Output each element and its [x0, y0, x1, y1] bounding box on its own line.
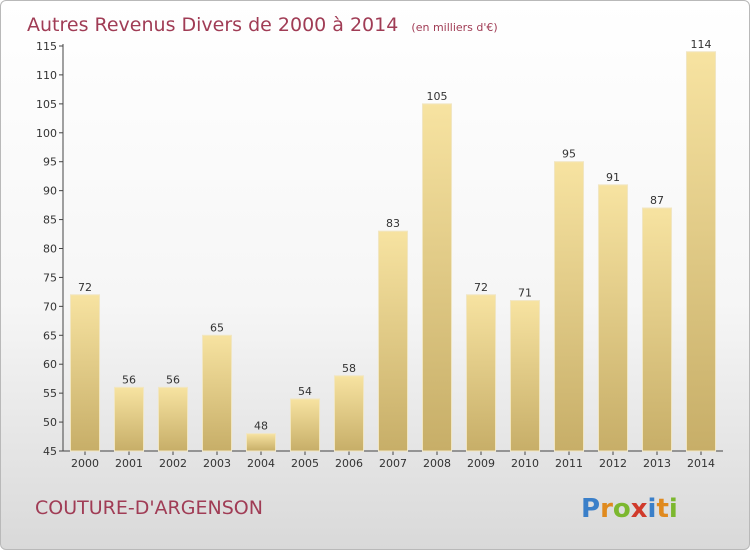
value-label-2010: 71: [518, 287, 532, 300]
value-label-2006: 58: [342, 362, 356, 375]
y-tick-label: 95: [43, 156, 57, 169]
x-tick-label-2012: 2012: [599, 457, 627, 470]
x-tick-label-2002: 2002: [159, 457, 187, 470]
chart-title-unit: (en milliers d'€): [411, 21, 497, 34]
x-tick-label-2008: 2008: [423, 457, 451, 470]
chart-title-main: Autres Revenus Divers de 2000 à 2014: [27, 14, 398, 36]
y-tick-label: 110: [36, 69, 57, 82]
bar-2006: [333, 375, 365, 452]
value-label-2008: 105: [427, 90, 448, 103]
y-tick-label: 70: [43, 300, 57, 313]
bar-2005: [289, 398, 321, 452]
value-label-2000: 72: [78, 281, 92, 294]
proxiti-logo: Proxiti: [581, 494, 678, 524]
logo-letter: o: [613, 494, 631, 524]
y-tick-label: 85: [43, 214, 57, 227]
bar-2004: [245, 433, 277, 452]
bar-2013: [641, 207, 673, 452]
axes: 45 50 55 60 65 70 75 80 85 90 95 100 105 110 115 2000 20…: [36, 40, 723, 470]
logo-letter: x: [631, 494, 648, 524]
y-tick-label: 60: [43, 358, 57, 371]
y-tick-label: 75: [43, 271, 57, 284]
bar-2014: [685, 51, 717, 452]
y-tick-label: 45: [43, 445, 57, 458]
y-tick-label: 55: [43, 387, 57, 400]
chart-title: Autres Revenus Divers de 2000 à 2014 (en…: [27, 14, 498, 36]
y-tick-label: 80: [43, 243, 57, 256]
x-tick-label-2003: 2003: [203, 457, 231, 470]
bar-2011: [553, 161, 585, 452]
value-label-2011: 95: [562, 148, 576, 161]
x-tick-label-2001: 2001: [115, 457, 143, 470]
value-label-2009: 72: [474, 281, 488, 294]
x-tick-label-2006: 2006: [335, 457, 363, 470]
x-tick-label-2005: 2005: [291, 457, 319, 470]
bars-group: 72 56 56 65 48 54 58 83 105 72 71 95 91 87 114: [69, 38, 717, 452]
x-tick-label-2004: 2004: [247, 457, 275, 470]
bar-2008: [421, 103, 453, 452]
logo-letter: r: [600, 494, 613, 524]
bar-2000: [69, 294, 101, 452]
bar-2012: [597, 184, 629, 452]
logo-letter: i: [669, 494, 678, 524]
y-tick-label: 50: [43, 416, 57, 429]
bar-2003: [201, 334, 233, 452]
value-label-2004: 48: [254, 420, 268, 433]
logo-letter: t: [656, 494, 668, 524]
value-label-2003: 65: [210, 321, 224, 334]
commune-name: COUTURE-D'ARGENSON: [35, 497, 263, 519]
value-label-2005: 54: [298, 385, 312, 398]
bar-2007: [377, 230, 409, 452]
bar-2010: [509, 300, 541, 452]
x-tick-label-2014: 2014: [687, 457, 715, 470]
x-tick-label-2009: 2009: [467, 457, 495, 470]
logo-letter: i: [648, 494, 657, 524]
y-tick-label: 115: [36, 40, 57, 53]
x-tick-label-2011: 2011: [555, 457, 583, 470]
y-tick-label: 65: [43, 329, 57, 342]
bar-2001: [113, 386, 145, 452]
bar-2002: [157, 386, 189, 452]
x-tick-label-2000: 2000: [71, 457, 99, 470]
value-label-2012: 91: [606, 171, 620, 184]
value-label-2013: 87: [650, 194, 664, 207]
bar-2009: [465, 294, 497, 452]
value-label-2007: 83: [386, 217, 400, 230]
value-label-2014: 114: [691, 38, 712, 51]
y-tick-label: 105: [36, 98, 57, 111]
value-label-2002: 56: [166, 373, 180, 386]
y-tick-label: 100: [36, 127, 57, 140]
x-tick-label-2013: 2013: [643, 457, 671, 470]
x-tick-label-2010: 2010: [511, 457, 539, 470]
y-tick-label: 90: [43, 185, 57, 198]
value-label-2001: 56: [122, 373, 136, 386]
logo-letter: P: [581, 494, 600, 524]
x-tick-label-2007: 2007: [379, 457, 407, 470]
